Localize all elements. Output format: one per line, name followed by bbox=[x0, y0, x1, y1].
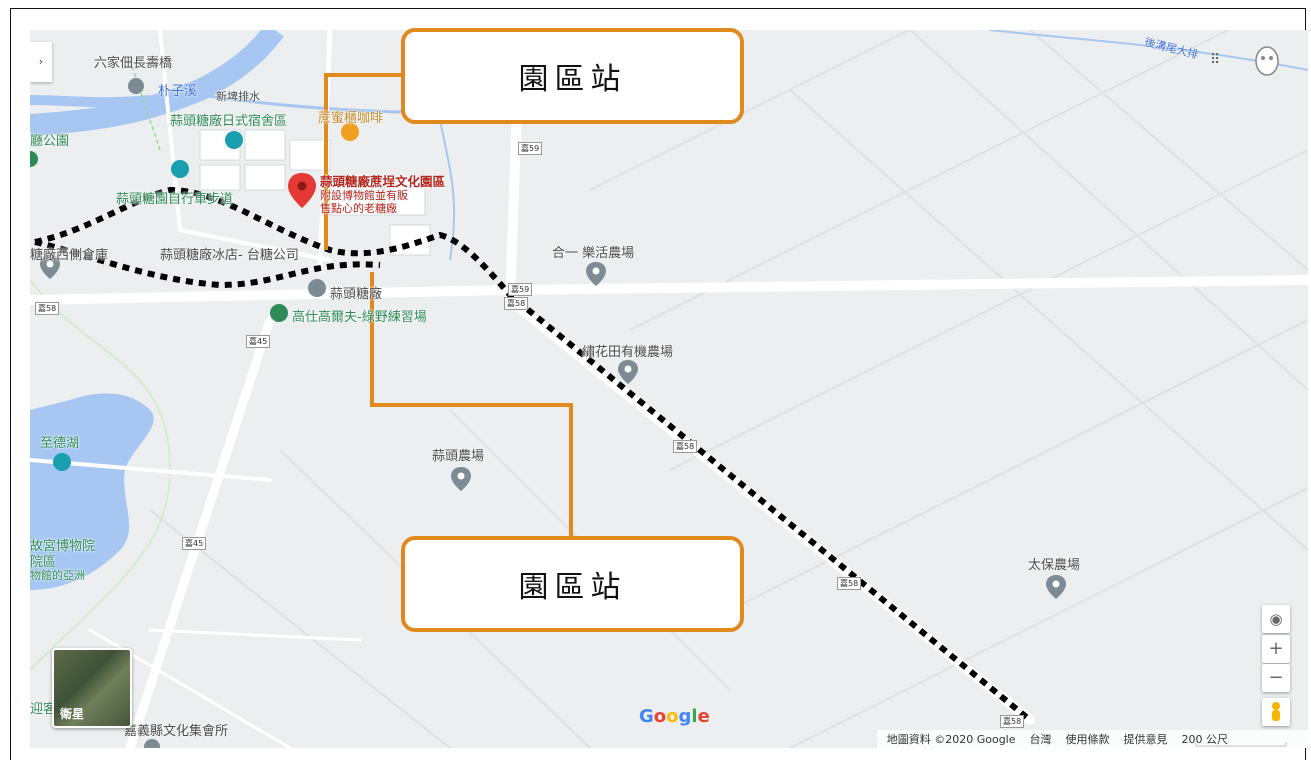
place-label: 嘉義縣文化集會所 bbox=[124, 724, 229, 739]
place-label: 蒜頭糖廠 bbox=[330, 287, 383, 302]
map-footer: 地圖資料 ©2020 Google 台灣 使用條款 提供意見 200 公尺 bbox=[876, 730, 1308, 748]
terms-link[interactable]: 使用條款 bbox=[1065, 733, 1110, 746]
golf-icon bbox=[270, 304, 288, 322]
drain-label: 新埤排水 bbox=[216, 90, 260, 103]
street-view-pegman-button[interactable] bbox=[1262, 698, 1290, 726]
road-shield: 嘉58 bbox=[504, 297, 529, 310]
place-label: 院區 bbox=[30, 555, 57, 570]
my-location-button[interactable]: ◉ bbox=[1262, 605, 1290, 633]
camera-icon bbox=[53, 131, 243, 471]
place-label: 六家佃長壽橋 bbox=[94, 56, 173, 71]
main-poi-label[interactable]: 蒜頭糖廠蔗埕文化園區 bbox=[320, 174, 446, 189]
road-shield: 嘉58 bbox=[1000, 715, 1025, 728]
station-callout-top: 園區站 bbox=[401, 28, 744, 124]
road-shield: 嘉58 bbox=[673, 440, 698, 453]
region-link[interactable]: 台灣 bbox=[1029, 733, 1052, 746]
place-label: 糖廠西側倉庫 bbox=[30, 248, 109, 263]
cafe-icon bbox=[341, 123, 359, 141]
main-poi-sub: 售點心的老糖廠 bbox=[320, 202, 397, 215]
place-label: 蒜頭糖廠冰店- 台糖公司 bbox=[160, 248, 299, 263]
road-shield: 嘉58 bbox=[35, 302, 60, 315]
place-label: 高仕高爾夫-綠野練習場 bbox=[292, 310, 427, 325]
place-label: 合一 樂活農場 bbox=[552, 246, 635, 261]
road-shield: 嘉59 bbox=[508, 283, 533, 296]
place-label: 太保農場 bbox=[1028, 558, 1081, 573]
zoom-out-button[interactable]: − bbox=[1262, 664, 1290, 692]
map-view[interactable]: › 六家佃長壽橋 朴子溪 新埤排水 蒜頭糖廠日式宿舍區 蔗蜜櫃咖啡 廳公園 蒜頭… bbox=[30, 30, 1308, 748]
pegman-profile-icon bbox=[1255, 46, 1279, 76]
place-label: 至德湖 bbox=[40, 436, 80, 451]
place-label: 蔗蜜櫃咖啡 bbox=[318, 111, 384, 126]
satellite-toggle-button[interactable]: 衛星 bbox=[52, 648, 132, 728]
feedback-link[interactable]: 提供意見 bbox=[1123, 733, 1168, 746]
place-label: 故宮博物院 bbox=[30, 539, 96, 554]
river-label: 朴子溪 bbox=[158, 84, 198, 99]
road-shield: 嘉45 bbox=[182, 537, 207, 550]
place-label: 物館的亞洲 bbox=[30, 569, 85, 582]
pin-icon bbox=[40, 255, 1066, 599]
station-callout-bottom: 園區站 bbox=[401, 536, 744, 632]
place-label: 廳公園 bbox=[30, 134, 70, 149]
attribution: 地圖資料 ©2020 Google bbox=[886, 733, 1016, 746]
zoom-in-button[interactable]: + bbox=[1262, 635, 1290, 663]
main-poi-sub: 附設博物館並有販 bbox=[320, 189, 408, 202]
road-shield: 嘉45 bbox=[246, 335, 271, 348]
place-label: 迎客 bbox=[30, 702, 57, 717]
apps-grid-icon[interactable]: ⠿ bbox=[1210, 52, 1221, 68]
road-shield: 嘉58 bbox=[837, 577, 862, 590]
place-label: 蒜頭農場 bbox=[432, 449, 485, 464]
road-shield: 嘉59 bbox=[518, 142, 543, 155]
scale-label[interactable]: 200 公尺 bbox=[1181, 733, 1229, 746]
place-label: 蒜頭糖園自行車步道 bbox=[116, 192, 234, 207]
place-label: 蒜頭糖廠日式宿舍區 bbox=[170, 114, 288, 129]
place-label: 繡花田有機農場 bbox=[582, 345, 674, 360]
pegman-icon bbox=[1272, 702, 1280, 721]
map-canvas bbox=[30, 30, 1308, 748]
google-logo: Google bbox=[639, 706, 710, 727]
collapse-panel-button[interactable]: › bbox=[30, 42, 52, 82]
